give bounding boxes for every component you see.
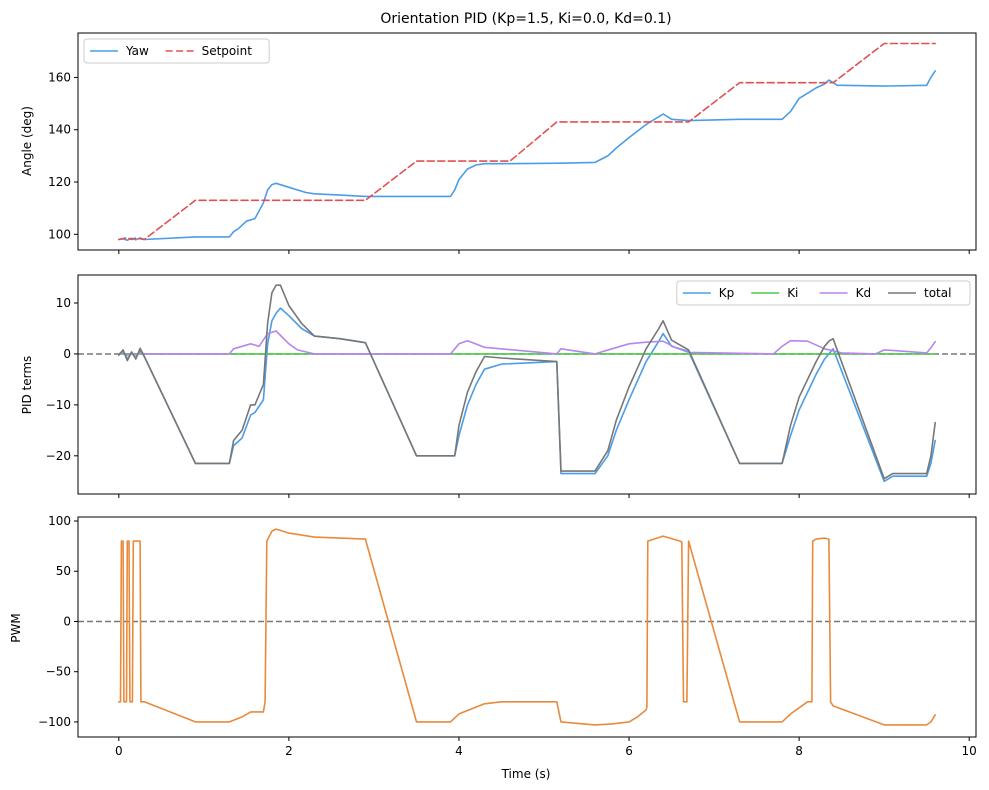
legend-label: Ki <box>787 286 798 300</box>
y-tick-label: 0 <box>63 614 71 628</box>
y-tick-label: −20 <box>46 449 71 463</box>
legend: Kp Ki Kd total <box>676 280 971 306</box>
y-axis-label: Angle (deg) <box>20 106 34 176</box>
legend-label: Setpoint <box>202 44 253 58</box>
series-line-total <box>118 284 936 480</box>
x-tick-label: 4 <box>455 744 463 758</box>
x-tick-label: 10 <box>962 744 977 758</box>
y-tick-label: −50 <box>46 665 71 679</box>
x-tick-label: 8 <box>795 744 803 758</box>
plot-frame <box>77 274 977 495</box>
y-tick-label: 140 <box>48 123 71 137</box>
legend-label: Kd <box>856 286 872 300</box>
legend: Yaw Setpoint <box>83 38 270 64</box>
y-axis-label: PWM <box>9 613 23 642</box>
chart-title: Orientation PID (Kp=1.5, Ki=0.0, Kd=0.1) <box>380 11 671 27</box>
series-line-yaw <box>118 70 936 242</box>
x-tick-label: 2 <box>285 744 293 758</box>
legend-label: total <box>924 286 951 300</box>
y-tick-label: 120 <box>48 175 71 189</box>
y-tick-label: 100 <box>48 227 71 241</box>
legend-label: Kp <box>719 286 735 300</box>
yaw-angle-chart: Orientation PID (Kp=1.5, Ki=0.0, Kd=0.1)… <box>20 11 977 254</box>
plot-frame <box>77 32 977 251</box>
y-tick-label: 0 <box>63 347 71 361</box>
series-line-kd <box>118 330 936 357</box>
y-tick-label: −100 <box>38 715 71 729</box>
y-tick-label: 100 <box>48 514 71 528</box>
series-line-setpoint <box>118 42 936 241</box>
y-tick-label: −10 <box>46 398 71 412</box>
y-tick-label: 10 <box>56 296 71 310</box>
y-tick-label: 50 <box>56 564 71 578</box>
legend-label: Yaw <box>125 44 149 58</box>
x-tick-label: 6 <box>625 744 633 758</box>
series-line-pwm <box>118 528 936 726</box>
plot-frame <box>77 516 977 738</box>
pwm-chart: PWM Time (s) 0 2 4 6 8 10 −100 −50 0 50 100 <box>9 514 977 781</box>
y-axis-label: PID terms <box>20 356 34 415</box>
series-line-kp <box>118 307 936 483</box>
x-tick-label: 0 <box>115 744 123 758</box>
x-axis-label: Time (s) <box>501 767 551 781</box>
pid-terms-chart: PID terms −20 −10 0 10 Kp Ki Kd total <box>20 274 977 498</box>
y-tick-label: 160 <box>48 70 71 84</box>
